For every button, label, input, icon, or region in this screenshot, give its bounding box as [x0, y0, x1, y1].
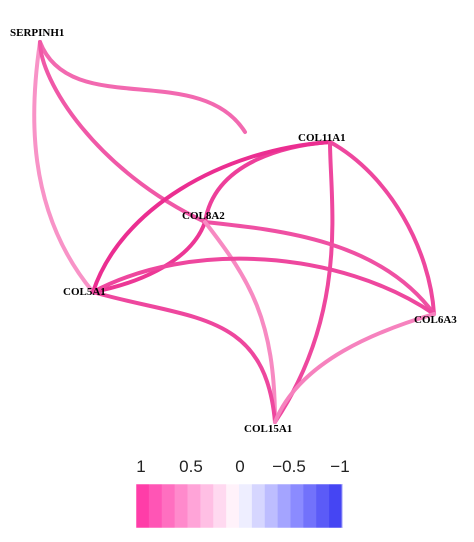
- legend-color-swatch: [200, 484, 214, 528]
- legend-color-swatch: [226, 484, 240, 528]
- legend-bar-frame: [135, 483, 343, 529]
- legend-color-swatch: [161, 484, 176, 528]
- legend-color-swatch: [303, 484, 317, 528]
- legend-color-swatch: [187, 484, 201, 528]
- legend-color-swatch: [290, 484, 304, 528]
- legend-color-swatch: [329, 484, 343, 528]
- legend-tick-neg-0.5: −0.5: [272, 457, 306, 476]
- node-label-col8a2: COL8A2: [182, 210, 225, 222]
- legend-color-swatch: [251, 484, 266, 528]
- legend-color-swatch: [174, 484, 189, 528]
- edge-col11a1-col6a3: [328, 140, 436, 316]
- legend-color-swatch: [316, 484, 330, 528]
- edge-col8a2-col5a1: [91, 220, 207, 294]
- node-label-col11a1: COL11A1: [298, 132, 346, 144]
- node-label-col6a3: COL6A3: [414, 314, 457, 326]
- node-label-col15a1: COL15A1: [244, 423, 292, 435]
- correlation-color-legend: 1 0.5 0 −0.5 −1: [135, 457, 350, 529]
- edge-col5a1-col15a1: [91, 290, 277, 424]
- edge-col11a1-col15a1: [273, 140, 335, 424]
- legend-tick-1: 1: [136, 457, 145, 476]
- legend-tick-0: 0: [235, 457, 244, 476]
- edge-serpinh1-col5a1: [32, 40, 95, 294]
- legend-color-swatch: [136, 484, 150, 528]
- node-label-serpinh1: SERPINH1: [10, 27, 64, 39]
- edge-layer: [32, 40, 436, 424]
- edge-col11a1-col5a1: [91, 140, 332, 294]
- edge-col8a2-col6a3: [203, 220, 436, 316]
- legend-color-swatch: [148, 484, 163, 528]
- edge-serpinh1-col8a2: [38, 40, 207, 224]
- node-label-layer: SERPINH1 COL11A1 COL8A2 COL5A1 COL6A3 CO…: [10, 27, 457, 435]
- edge-col5a1-col6a3: [91, 256, 436, 316]
- legend-tick-neg-1: −1: [330, 457, 349, 476]
- edge-serpinh1-col11a1: [38, 40, 247, 134]
- edge-col6a3-col15a1: [273, 312, 436, 424]
- legend-color-bar: [135, 483, 343, 529]
- legend-color-swatch: [239, 484, 253, 528]
- legend-tick-0.5: 0.5: [179, 457, 203, 476]
- legend-color-swatch: [213, 484, 227, 528]
- legend-color-swatch: [264, 484, 279, 528]
- node-label-col5a1: COL5A1: [63, 286, 106, 298]
- edge-col8a2-col15a1: [203, 220, 277, 424]
- legend-color-swatch: [277, 484, 292, 528]
